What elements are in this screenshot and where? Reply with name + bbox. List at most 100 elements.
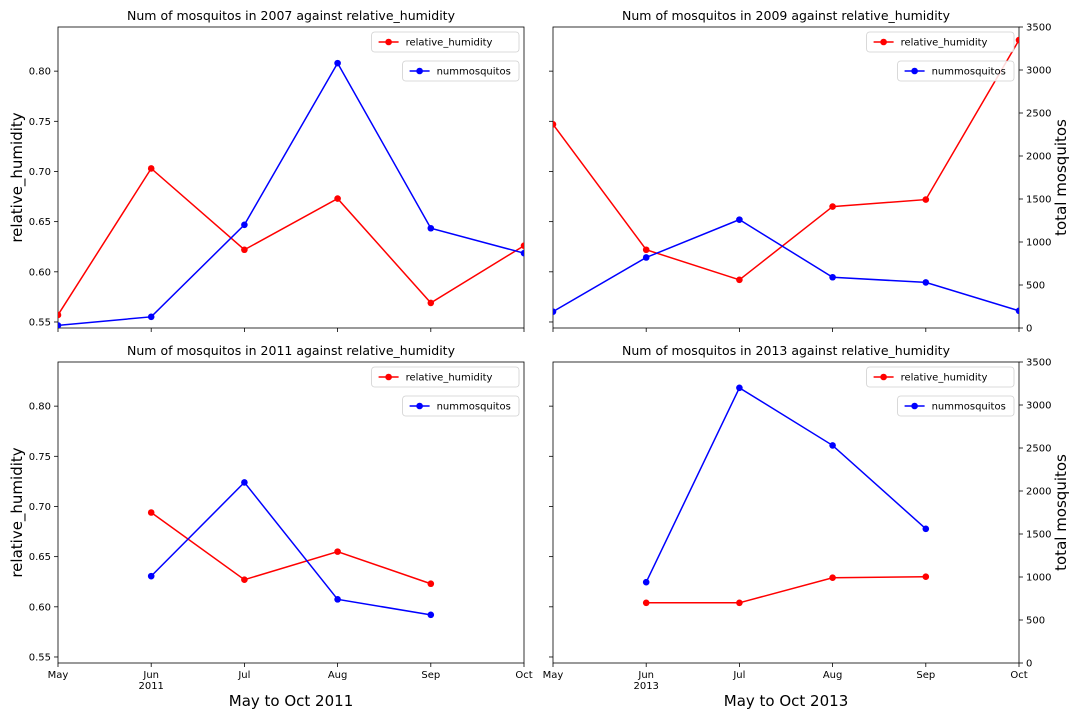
legend-nummosquitos: nummosquitos: [402, 395, 520, 417]
chart-panel-4: Num of mosquitos in 2013 against relativ…: [543, 343, 1070, 710]
legend-swatch-marker: [416, 67, 423, 75]
data-point: [736, 216, 743, 223]
data-point: [58, 322, 62, 328]
y-tick-label-right: 500: [1026, 281, 1045, 292]
legend-label: relative_humidity: [406, 38, 493, 49]
data-point: [736, 384, 743, 392]
y-tick-label-right: 2500: [1026, 444, 1051, 455]
data-point: [829, 203, 836, 210]
data-point: [553, 308, 557, 315]
y-tick-label-left: 0.60: [29, 267, 51, 278]
legend-nummosquitos: nummosquitos: [402, 60, 520, 82]
legend-box: [866, 366, 1015, 388]
y-tick-label-right: 0: [1026, 324, 1032, 335]
y-axis-label-right: total mosquitos: [1052, 119, 1070, 236]
series-line: [553, 218, 1019, 313]
legend-label: nummosquitos: [437, 402, 511, 413]
legend-relative-humidity: relative_humidity: [371, 366, 520, 388]
x-tick-label: Aug: [823, 670, 843, 681]
legend-swatch-marker: [385, 373, 392, 381]
legend-nummosquitos: nummosquitos: [897, 395, 1015, 417]
legend-box: [371, 31, 520, 53]
y-tick-label-left: 0.55: [29, 652, 51, 663]
y-tick-label-right: 3000: [1026, 66, 1051, 77]
plot-frame: [552, 26, 1020, 329]
y-tick-label-left: 0.70: [29, 167, 51, 178]
data-point: [736, 276, 743, 284]
legend-swatch-marker: [911, 402, 918, 410]
x-tick-label: Sep: [916, 670, 935, 681]
x-tick-label: May: [543, 670, 564, 681]
legend-relative-humidity: relative_humidity: [866, 31, 1015, 53]
data-point: [642, 578, 650, 586]
series-relative-humidity: [553, 36, 1019, 284]
data-point: [829, 273, 836, 281]
y-axis-label-left: relative_humidity: [8, 112, 27, 242]
y-tick-label-right: 1000: [1026, 238, 1051, 249]
data-point: [241, 246, 248, 254]
y-tick-label-left: 0.55: [29, 317, 51, 328]
data-point: [922, 196, 930, 203]
x-tick-label: Jun: [142, 670, 159, 681]
data-point: [241, 221, 248, 229]
x-tick-label: Aug: [328, 670, 348, 681]
legend-label: nummosquitos: [932, 402, 1006, 413]
data-point: [829, 574, 836, 582]
x-tick-label: Jul: [732, 670, 745, 681]
y-tick-label-right: 1500: [1026, 530, 1051, 541]
chart-panel-2: Num of mosquitos in 2009 against relativ…: [549, 8, 1070, 335]
series-line: [150, 481, 431, 616]
x-year-label: 2013: [633, 681, 658, 692]
series-relative-humidity: [58, 165, 524, 319]
plot-frame: [57, 361, 525, 664]
data-point: [922, 525, 930, 533]
y-tick-label-right: 0: [1026, 659, 1032, 670]
series-line: [150, 511, 432, 585]
chart-title: Num of mosquitos in 2009 against relativ…: [622, 8, 951, 23]
chart-panel-3: Num of mosquitos in 2011 against relativ…: [8, 343, 533, 710]
chart-title: Num of mosquitos in 2011 against relativ…: [127, 343, 456, 358]
y-tick-label-left: 0.80: [29, 67, 51, 78]
data-point: [334, 59, 341, 67]
y-axis-label-right: total mosquitos: [1052, 454, 1070, 571]
data-point: [736, 599, 743, 607]
y-tick-label-left: 0.70: [29, 502, 51, 513]
data-point: [1015, 307, 1019, 315]
data-point: [58, 311, 62, 319]
plot-frame: [552, 361, 1020, 664]
data-point: [334, 596, 341, 603]
series-relative-humidity: [147, 509, 435, 588]
series-nummosquitos: [642, 384, 930, 586]
data-point: [553, 121, 557, 128]
y-tick-label-right: 3500: [1026, 23, 1051, 34]
y-tick-label-right: 2000: [1026, 487, 1051, 498]
x-tick-label: May: [48, 670, 69, 681]
legend-swatch-marker: [416, 402, 423, 410]
data-point: [642, 599, 650, 607]
data-point: [642, 254, 650, 261]
legend-swatch-marker: [880, 373, 887, 381]
data-point: [334, 195, 341, 202]
chart-title: Num of mosquitos in 2007 against relativ…: [127, 8, 456, 23]
series-line: [58, 61, 524, 327]
data-point: [642, 246, 650, 254]
x-tick-label: Sep: [421, 670, 440, 681]
series-line: [58, 167, 524, 316]
y-tick-label-left: 0.80: [29, 402, 51, 413]
legend-swatch-marker: [911, 67, 918, 75]
data-point: [922, 279, 930, 286]
chart-panel-1: Num of mosquitos in 2007 against relativ…: [8, 8, 525, 332]
legend-label: nummosquitos: [437, 67, 511, 78]
series-nummosquitos: [553, 216, 1019, 315]
data-point: [147, 509, 155, 516]
x-axis-label: May to Oct 2011: [229, 692, 353, 710]
series-nummosquitos: [147, 479, 435, 619]
data-point: [334, 548, 341, 555]
data-point: [147, 313, 155, 321]
x-tick-label: Oct: [1010, 670, 1027, 681]
y-tick-label-left: 0.65: [29, 552, 51, 563]
series-nummosquitos: [58, 59, 524, 328]
legend-swatch-marker: [385, 38, 392, 46]
series-relative-humidity: [642, 573, 930, 607]
